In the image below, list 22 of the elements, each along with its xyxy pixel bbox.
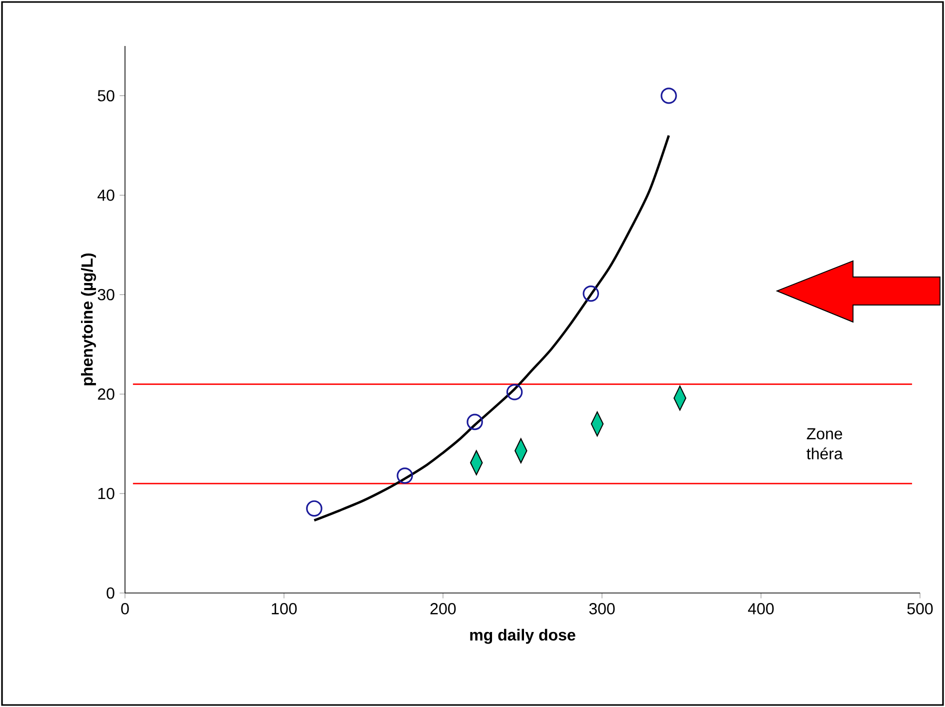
x-tick-label: 500 [907,603,933,614]
annotation: Zone théra [806,428,843,460]
y-tick-label: 20 [98,388,114,400]
x-tick-label: 400 [748,603,774,614]
x-tick-label: 200 [430,603,456,614]
point [506,384,523,400]
x-tick-label: 0 [121,603,129,614]
y-tick-label: 10 [98,488,114,500]
x-tick-label: 300 [589,603,615,614]
point [396,468,413,484]
point [306,500,322,517]
y-tick-label: 0 [106,587,114,599]
x-tick-label: 100 [272,603,297,614]
y-tick-label: 40 [98,190,114,201]
point [660,88,677,104]
y-tick-label: 50 [98,90,114,102]
point [466,414,483,430]
y-axis-title: phenytoine (µg/L) [81,253,96,386]
point [582,286,600,302]
y-tick-label: 30 [98,288,114,300]
x-axis-title: mg daily dose [470,628,576,644]
line-series [313,134,670,522]
